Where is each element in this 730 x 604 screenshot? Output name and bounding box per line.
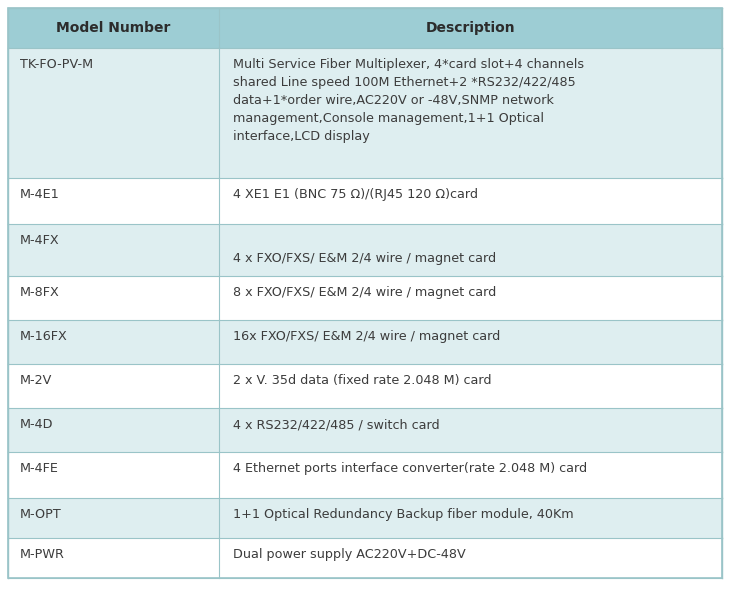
Text: Description: Description (426, 21, 515, 35)
Bar (8, 48, 722, 178)
Text: M-4FX: M-4FX (20, 234, 60, 247)
Text: 1+1 Optical Redundancy Backup fiber module, 40Km: 1+1 Optical Redundancy Backup fiber modu… (233, 508, 573, 521)
Text: 4 x RS232/422/485 / switch card: 4 x RS232/422/485 / switch card (233, 418, 439, 431)
Text: M-4FE: M-4FE (20, 462, 59, 475)
Bar (8, 538, 722, 578)
Bar (8, 452, 722, 498)
Text: TK-FO-PV-M: TK-FO-PV-M (20, 58, 93, 71)
Bar (8, 408, 722, 452)
Text: 4 x FXO/FXS/ E&M 2/4 wire / magnet card: 4 x FXO/FXS/ E&M 2/4 wire / magnet card (233, 234, 496, 265)
Text: Multi Service Fiber Multiplexer, 4*card slot+4 channels
shared Line speed 100M E: Multi Service Fiber Multiplexer, 4*card … (233, 58, 584, 143)
Bar (8, 224, 722, 276)
Bar (8, 320, 722, 364)
Text: 2 x V. 35d data (fixed rate 2.048 M) card: 2 x V. 35d data (fixed rate 2.048 M) car… (233, 374, 491, 387)
Text: M-4D: M-4D (20, 418, 53, 431)
Text: Dual power supply AC220V+DC-48V: Dual power supply AC220V+DC-48V (233, 548, 466, 561)
Text: Model Number: Model Number (56, 21, 171, 35)
Text: M-2V: M-2V (20, 374, 53, 387)
Bar (8, 8, 722, 48)
Bar (8, 364, 722, 408)
Text: M-4E1: M-4E1 (20, 188, 60, 201)
Text: 8 x FXO/FXS/ E&M 2/4 wire / magnet card: 8 x FXO/FXS/ E&M 2/4 wire / magnet card (233, 286, 496, 299)
Text: 4 XE1 E1 (BNC 75 Ω)/(RJ45 120 Ω)card: 4 XE1 E1 (BNC 75 Ω)/(RJ45 120 Ω)card (233, 188, 477, 201)
Bar (8, 498, 722, 538)
Text: M-8FX: M-8FX (20, 286, 60, 299)
Text: M-16FX: M-16FX (20, 330, 68, 343)
Text: 16x FXO/FXS/ E&M 2/4 wire / magnet card: 16x FXO/FXS/ E&M 2/4 wire / magnet card (233, 330, 500, 343)
Text: M-PWR: M-PWR (20, 548, 65, 561)
Text: M-OPT: M-OPT (20, 508, 62, 521)
Bar (8, 276, 722, 320)
Text: 4 Ethernet ports interface converter(rate 2.048 M) card: 4 Ethernet ports interface converter(rat… (233, 462, 587, 475)
Bar (8, 178, 722, 224)
